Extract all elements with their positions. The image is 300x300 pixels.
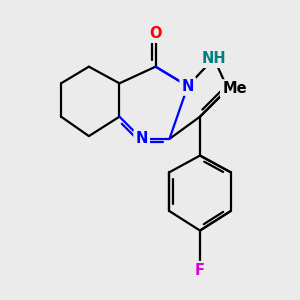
Text: NH: NH <box>202 51 226 66</box>
Text: F: F <box>195 263 205 278</box>
Text: Me: Me <box>222 81 247 96</box>
Text: O: O <box>149 26 162 41</box>
Text: N: N <box>182 79 194 94</box>
Text: N: N <box>136 131 148 146</box>
